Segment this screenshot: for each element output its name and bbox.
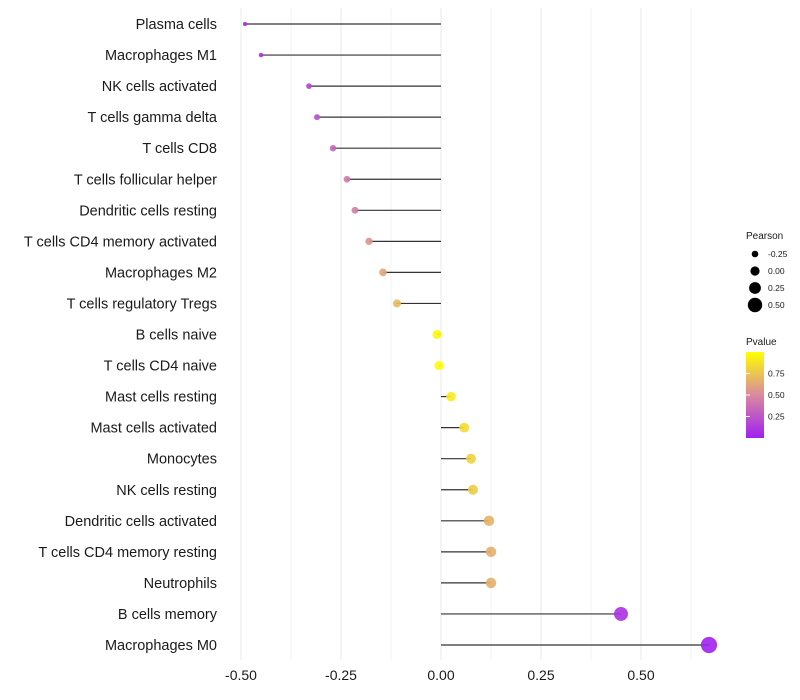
legend-pearson-symbol (747, 297, 763, 313)
point-layer (242, 21, 718, 654)
category-label: B cells naive (136, 328, 217, 344)
category-label: T cells CD4 naive (104, 359, 217, 375)
x-axis-ticks: -0.50 -0.25 0.00 0.25 0.50 (225, 667, 655, 683)
lollipop-point (485, 577, 497, 589)
category-label: T cells CD4 memory resting (38, 545, 217, 561)
lollipop-point (446, 391, 456, 402)
lollipop-point (258, 52, 264, 58)
legend-pearson-title: Pearson (746, 231, 783, 242)
legend-pearson-symbol (749, 282, 761, 294)
lollipop-point (314, 114, 320, 121)
category-label: B cells memory (118, 607, 218, 623)
lollipop-point (483, 515, 495, 527)
category-label: NK cells activated (102, 79, 217, 95)
lollipop-point (434, 360, 444, 371)
x-tick-label: 0.00 (427, 667, 454, 683)
category-label: Mast cells resting (105, 390, 217, 406)
legend-pearson-symbol (750, 266, 760, 276)
legend-pearson-symbol (751, 250, 759, 258)
category-label: Macrophages M1 (105, 48, 217, 64)
category-label: NK cells resting (116, 483, 217, 499)
lollipop-point (365, 237, 373, 246)
category-label: Dendritic cells resting (79, 203, 217, 219)
legend-pvalue-title: Pvalue (746, 337, 777, 348)
category-label: T cells CD4 memory activated (24, 234, 217, 250)
x-tick-label: -0.50 (225, 667, 257, 683)
legend-pearson-label: 0.50 (768, 300, 785, 310)
category-label: Dendritic cells activated (65, 514, 217, 530)
category-label: Macrophages M0 (105, 638, 217, 654)
lollipop-point (306, 83, 312, 89)
lollipop-point (379, 268, 387, 277)
category-label: Mast cells activated (90, 421, 217, 437)
lollipop-point (459, 422, 470, 433)
lollipop-point (392, 299, 402, 308)
legend-pvalue-colorbar (746, 352, 764, 438)
legend-pvalue-label: 0.25 (768, 412, 785, 422)
legend-pearson: Pearson -0.25 0.00 0.25 0.50 (746, 231, 788, 313)
legend-pearson-label: -0.25 (768, 249, 788, 259)
legend-pvalue-label: 0.75 (768, 369, 785, 379)
legend-pvalue: Pvalue 0.75 0.50 0.25 (746, 337, 785, 438)
lollipop-point (242, 21, 248, 27)
lollipop-point (343, 175, 351, 183)
lollipop-point (466, 453, 476, 464)
category-label: Macrophages M2 (105, 265, 217, 281)
category-labels: Plasma cells Macrophages M1 NK cells activ… (24, 17, 218, 654)
category-label: T cells follicular helper (74, 172, 217, 188)
lollipop-point (329, 145, 337, 152)
category-label: Neutrophils (144, 576, 217, 592)
grid-layer (240, 8, 692, 660)
lollipop-point (432, 329, 442, 340)
category-label: T cells CD8 (142, 141, 217, 157)
x-tick-label: 0.25 (527, 667, 554, 683)
lollipop-point (614, 607, 628, 621)
x-tick-label: 0.50 (627, 667, 654, 683)
category-label: Monocytes (147, 452, 217, 468)
legend-pearson-label: 0.00 (768, 266, 785, 276)
legend-pearson-label: 0.25 (768, 283, 785, 293)
category-label: T cells regulatory Tregs (67, 296, 217, 312)
lollipop-point (467, 484, 479, 495)
lollipop-point (700, 636, 718, 654)
category-label: Plasma cells (136, 17, 217, 33)
x-tick-label: -0.25 (325, 667, 357, 683)
legend-pvalue-label: 0.50 (768, 390, 785, 400)
lollipop-point (351, 206, 359, 214)
category-label: T cells gamma delta (88, 110, 218, 126)
lollipop-point (485, 546, 497, 558)
